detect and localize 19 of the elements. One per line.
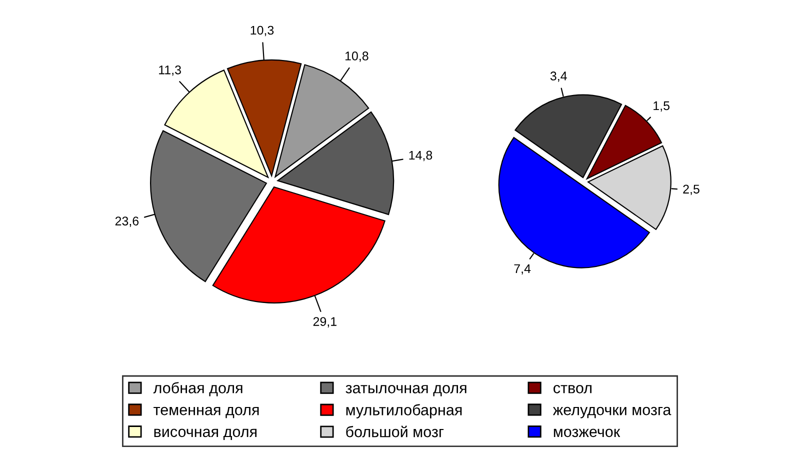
legend-label: мозжечок — [554, 428, 620, 438]
data-label: 11,3 — [159, 65, 181, 76]
legend-label: затылочная доля — [346, 384, 466, 396]
legend-label: большой мозг — [346, 426, 444, 438]
data-label: 2,5 — [683, 184, 700, 196]
legend-label: лобная доля — [153, 382, 242, 396]
data-label: 1,5 — [654, 101, 670, 112]
data-label: 3,4 — [550, 72, 567, 82]
legend-label: ствол — [554, 384, 592, 394]
data-label: 14,8 — [409, 150, 432, 162]
data-label: 29,1 — [313, 317, 336, 328]
legend-label: мультилобарная — [346, 404, 462, 418]
data-label: 7,4 — [514, 264, 531, 275]
legend-label: желудочки мозга — [552, 406, 672, 418]
legend-label: теменная доля — [154, 406, 259, 418]
data-label: 23,6 — [115, 216, 139, 227]
data-label: 10,3 — [250, 26, 274, 36]
data-label: 10,8 — [345, 52, 368, 62]
legend-label: височная доля — [154, 428, 256, 440]
